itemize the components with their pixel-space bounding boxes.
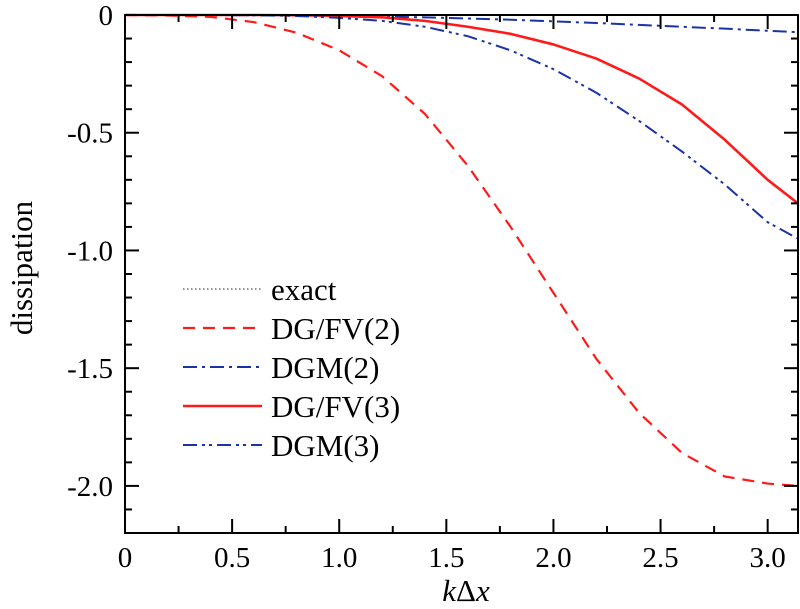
legend-label: DG/FV(3) bbox=[271, 389, 400, 424]
legend-label: DGM(2) bbox=[271, 350, 380, 385]
y-axis-label: dissipation bbox=[4, 200, 39, 335]
x-tick-label: 0.5 bbox=[214, 542, 250, 574]
y-tick-label: -2.0 bbox=[67, 471, 113, 503]
y-tick-label: -1.0 bbox=[67, 235, 113, 267]
x-axis-label-x: x bbox=[475, 573, 490, 608]
x-tick-label: 1.0 bbox=[321, 542, 357, 574]
series-line-dgm-2 bbox=[125, 14, 799, 34]
series-layer bbox=[124, 13, 799, 488]
series-line-dgm-3 bbox=[125, 14, 799, 240]
series-line-dg-fv-2 bbox=[124, 13, 799, 488]
plot-frame bbox=[124, 14, 799, 534]
legend: exact DG/FV(2) DGM(2) DG/FV(3) DGM(3) bbox=[183, 272, 400, 463]
x-axis-label-delta: Δ bbox=[456, 573, 476, 608]
x-axis-label-k: k bbox=[442, 573, 457, 608]
ticks-layer: 0 0.5 1.0 1.5 2.0 2.5 3.0 0 -0.5 -1.0 -1.5 -2.0 bbox=[67, 0, 798, 574]
legend-label: DGM(3) bbox=[271, 428, 380, 463]
y-tick-label: -0.5 bbox=[67, 118, 113, 150]
x-tick-label: 0 bbox=[118, 542, 133, 574]
legend-label: exact bbox=[271, 272, 337, 307]
x-tick-label: 1.5 bbox=[428, 542, 464, 574]
x-tick-label: 3.0 bbox=[750, 542, 786, 574]
x-tick-label: 2.5 bbox=[642, 542, 678, 574]
x-axis-label: kΔx bbox=[442, 573, 490, 608]
series-line-dg-fv-3 bbox=[125, 13, 799, 205]
y-tick-label: -1.5 bbox=[67, 353, 113, 385]
y-tick-label: 0 bbox=[99, 0, 114, 32]
legend-label: DG/FV(2) bbox=[271, 311, 400, 346]
x-tick-label: 2.0 bbox=[535, 542, 571, 574]
